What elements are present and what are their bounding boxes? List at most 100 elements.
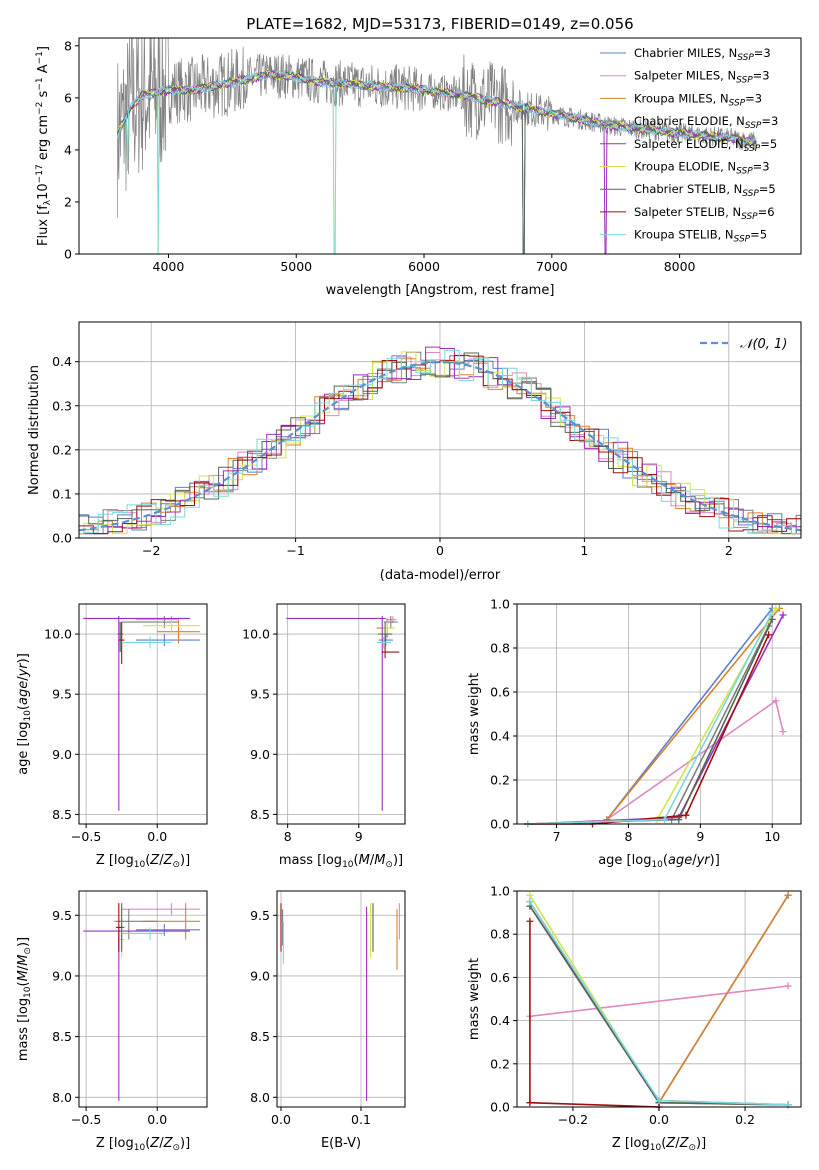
legend-entry: Chabrier MILES, NSSP​=3 bbox=[634, 46, 771, 63]
y-tick-label: 0.6 bbox=[490, 685, 510, 700]
y-tick-label: 9.0 bbox=[250, 747, 270, 762]
weight-marker bbox=[772, 697, 780, 705]
x-tick-label: 0.0 bbox=[271, 1112, 291, 1127]
weight-marker bbox=[784, 982, 792, 990]
weight-marker bbox=[526, 898, 534, 906]
y-tick-label: 9.0 bbox=[52, 747, 72, 762]
x-tick-label: 8 bbox=[284, 829, 292, 844]
histogram-step bbox=[79, 351, 801, 535]
x-axis-label: Z [log10​(Z/Z⊙​)] bbox=[96, 853, 190, 870]
y-tick-label: 0.0 bbox=[490, 817, 510, 832]
y-tick-label: 8 bbox=[64, 38, 72, 53]
weight-line bbox=[527, 634, 770, 825]
axes-frame bbox=[78, 890, 208, 1108]
y-axis-label: Normed distribution bbox=[27, 365, 42, 495]
weight-line bbox=[606, 607, 781, 821]
weight-line bbox=[658, 894, 789, 1104]
x-tick-label: 0.2 bbox=[735, 1112, 755, 1127]
x-tick-label: −0.5 bbox=[71, 829, 101, 844]
x-tick-label: 4000 bbox=[153, 259, 185, 274]
age-vs-mass-panel: 8 9 8.5 9.0 9.5 10.0 mass [log10​(M/M⊙​)] bbox=[242, 603, 406, 870]
x-tick-label: 0.1 bbox=[351, 1112, 371, 1127]
y-axis-label: mass [log10​(M/M⊙​)] bbox=[16, 937, 33, 1061]
age-vs-z-panel: −0.5 0.0 8.5 9.0 9.5 10.0 Z [log10​(Z/Z⊙​)] age… bbox=[16, 603, 208, 870]
histogram-step bbox=[79, 354, 801, 535]
weight-marker bbox=[784, 891, 792, 899]
x-tick-label: −2 bbox=[142, 543, 160, 558]
y-tick-label: 8.5 bbox=[52, 1029, 72, 1044]
y-axis-label: Flux [fλ​10−17​ erg cm−2​ s−1​ A−1​] bbox=[35, 46, 53, 246]
y-tick-label: 0.3 bbox=[52, 398, 72, 413]
weight-marker bbox=[660, 816, 668, 824]
y-tick-label: 0.4 bbox=[490, 729, 510, 744]
y-tick-label: 0.0 bbox=[490, 1100, 510, 1115]
x-tick-label: 8000 bbox=[664, 259, 696, 274]
y-axis-label: mass weight bbox=[467, 673, 482, 755]
histogram-area bbox=[79, 346, 801, 535]
y-tick-label: 9.0 bbox=[250, 968, 270, 983]
x-tick-label: 7000 bbox=[536, 259, 568, 274]
x-tick-label: 8 bbox=[624, 829, 632, 844]
x-tick-label: 6000 bbox=[408, 259, 440, 274]
y-tick-label: 0.6 bbox=[490, 970, 510, 985]
legend-entry: 𝒩(0, 1) bbox=[740, 337, 787, 352]
mass-vs-z-panel: −0.5 0.0 8.0 8.5 9.0 9.5 Z [log10​(Z/Z⊙​)] mass… bbox=[16, 890, 208, 1153]
x-tick-label: 0.0 bbox=[649, 1112, 669, 1127]
y-tick-label: 8.5 bbox=[52, 807, 72, 822]
weight-marker bbox=[655, 1097, 663, 1105]
y-tick-label: 0.0 bbox=[52, 531, 72, 546]
y-tick-label: 0.2 bbox=[490, 773, 510, 788]
histogram-step bbox=[79, 346, 801, 535]
y-tick-label: 8.0 bbox=[250, 1090, 270, 1105]
x-tick-label: −0.2 bbox=[558, 1112, 588, 1127]
x-tick-label: 0 bbox=[436, 543, 444, 558]
x-axis-label: wavelength [Angstrom, rest frame] bbox=[326, 283, 555, 298]
weight-marker bbox=[767, 611, 775, 619]
x-axis-label: (data-model)/error bbox=[380, 568, 501, 583]
y-tick-label: 0.4 bbox=[52, 354, 72, 369]
weight-marker bbox=[526, 917, 534, 925]
weight-marker bbox=[526, 891, 534, 899]
y-tick-label: 9.5 bbox=[52, 908, 72, 923]
figure-title: PLATE=1682, MJD=53173, FIBERID=0149, z=0… bbox=[246, 15, 633, 33]
spectrum-plot-area bbox=[116, 38, 757, 254]
model-spectrum-line bbox=[116, 69, 757, 254]
y-tick-label: 4 bbox=[64, 142, 72, 157]
axes-frame bbox=[78, 603, 208, 825]
weight-line bbox=[527, 614, 784, 825]
x-tick-label: 7 bbox=[553, 829, 561, 844]
gaussian-curve bbox=[79, 360, 801, 532]
legend-entry: Chabrier STELIB, NSSP​=5 bbox=[634, 182, 776, 199]
x-tick-label: 5000 bbox=[280, 259, 312, 274]
x-axis-label: mass [log10​(M/M⊙​)] bbox=[279, 853, 403, 870]
residual-histogram-panel: −2 −1 0 1 2 0.0 0.1 0.2 0.3 0.4 (data-model)/error… bbox=[27, 321, 802, 583]
weight-line bbox=[527, 608, 777, 825]
histogram-step bbox=[79, 352, 801, 535]
y-tick-label: 6 bbox=[64, 90, 72, 105]
weight-marker bbox=[779, 611, 787, 619]
legend-entry: Kroupa ELODIE, NSSP​=3 bbox=[634, 160, 770, 177]
y-tick-label: 0.2 bbox=[52, 442, 72, 457]
histogram-step bbox=[79, 349, 801, 535]
x-tick-label: 9 bbox=[355, 829, 363, 844]
weight-marker bbox=[765, 631, 773, 639]
x-axis-label: Z [log10​(Z/Z⊙​)] bbox=[612, 1136, 706, 1153]
weight-marker bbox=[682, 811, 690, 819]
mass-weight-vs-z-panel: −0.2 0.0 0.2 0.0 0.2 0.4 0.6 0.8 1.0 Z [log10​(Z/… bbox=[467, 884, 802, 1153]
y-axis-label: age [log10​(age/yr)] bbox=[16, 653, 33, 775]
legend-entry: Kroupa STELIB, NSSP​=5 bbox=[634, 228, 767, 245]
y-tick-label: 0.8 bbox=[490, 641, 510, 656]
weight-line bbox=[606, 607, 773, 821]
y-tick-label: 0.1 bbox=[52, 486, 72, 501]
x-tick-label: −1 bbox=[286, 543, 304, 558]
y-tick-label: 1.0 bbox=[490, 597, 510, 612]
x-axis-label: E(B-V) bbox=[321, 1136, 361, 1151]
y-tick-label: 8.0 bbox=[52, 1090, 72, 1105]
x-axis-label: age [log10​(age/yr)] bbox=[598, 853, 720, 870]
y-tick-label: 2 bbox=[64, 194, 72, 209]
weight-line bbox=[527, 614, 772, 825]
x-tick-label: 10 bbox=[764, 829, 780, 844]
x-tick-label: 9 bbox=[696, 829, 704, 844]
y-tick-label: 1.0 bbox=[490, 884, 510, 899]
mass-weight-vs-age-panel: 7 8 9 10 0.0 0.2 0.4 0.6 0.8 1.0 age [log10​(age/y… bbox=[467, 597, 802, 870]
